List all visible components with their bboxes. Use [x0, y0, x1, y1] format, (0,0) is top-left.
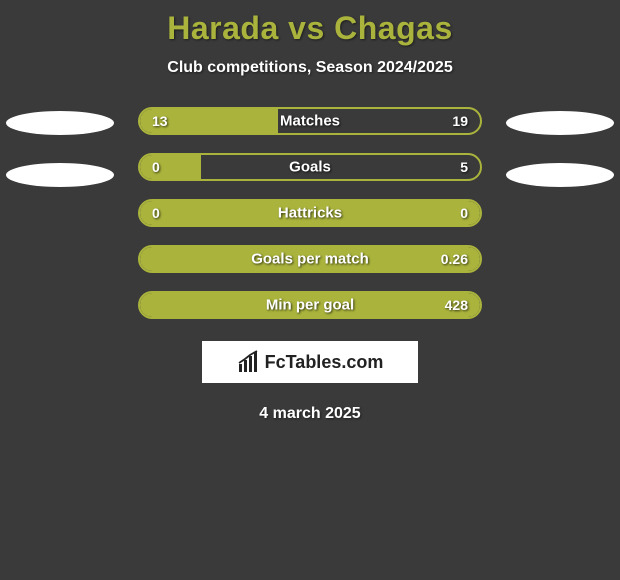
stat-label: Goals: [289, 159, 331, 176]
comparison-card: Harada vs Chagas Club competitions, Seas…: [0, 0, 620, 423]
stat-label: Hattricks: [278, 205, 342, 222]
stat-right-value: 428: [445, 297, 468, 313]
left-logo-column: [0, 107, 120, 187]
page-title: Harada vs Chagas: [167, 10, 452, 47]
stat-right-value: 0.26: [441, 251, 468, 267]
stat-label: Goals per match: [251, 251, 369, 268]
right-logo-column: [500, 107, 620, 187]
stat-bars-column: 13 Matches 19 0 Goals 5 0 Hattricks 0 Goals per m…: [138, 107, 482, 319]
date-label: 4 march 2025: [259, 405, 360, 423]
team-logo-placeholder: [6, 163, 114, 187]
stat-left-value: 13: [152, 113, 168, 129]
stat-fill: [140, 155, 201, 179]
chart-icon: [237, 350, 261, 374]
stat-label: Matches: [280, 113, 340, 130]
stat-bar: Goals per match 0.26: [138, 245, 482, 273]
stat-bar: 13 Matches 19: [138, 107, 482, 135]
stat-label: Min per goal: [266, 297, 354, 314]
team-logo-placeholder: [6, 111, 114, 135]
stat-right-value: 5: [460, 159, 468, 175]
stat-right-value: 0: [460, 205, 468, 221]
stats-area: 13 Matches 19 0 Goals 5 0 Hattricks 0 Goals per m…: [0, 107, 620, 319]
brand-badge: FcTables.com: [202, 341, 418, 383]
stat-right-value: 19: [452, 113, 468, 129]
stat-bar: 0 Hattricks 0: [138, 199, 482, 227]
stat-left-value: 0: [152, 159, 160, 175]
brand-text: FcTables.com: [265, 352, 384, 373]
page-subtitle: Club competitions, Season 2024/2025: [167, 59, 452, 77]
team-logo-placeholder: [506, 163, 614, 187]
stat-bar: Min per goal 428: [138, 291, 482, 319]
stat-bar: 0 Goals 5: [138, 153, 482, 181]
stat-left-value: 0: [152, 205, 160, 221]
team-logo-placeholder: [506, 111, 614, 135]
